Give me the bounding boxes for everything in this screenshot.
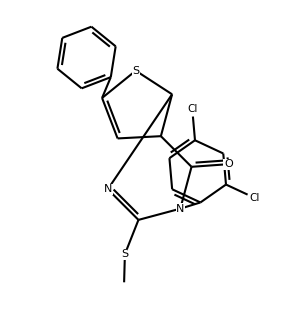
Text: N: N [104,184,112,194]
Text: Cl: Cl [249,193,260,203]
Text: N: N [176,204,185,214]
Text: S: S [121,249,128,259]
Text: S: S [132,66,139,76]
Text: Cl: Cl [187,104,197,114]
Text: O: O [224,159,233,169]
